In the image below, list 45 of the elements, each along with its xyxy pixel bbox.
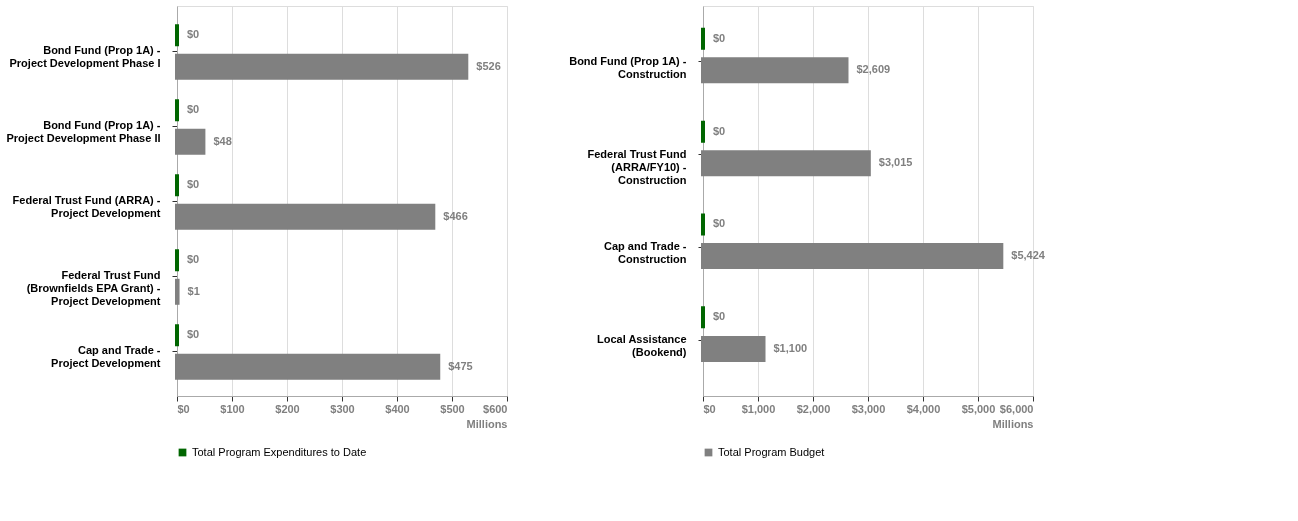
x-tick-label: $5,000 [961,402,996,415]
x-tick-label: $600 [483,402,508,415]
x-tick-label: $2,000 [796,402,831,415]
x-axis-title: Millions [992,417,1034,430]
data-label: $1,100 [773,341,808,354]
data-label: $5,424 [1011,249,1046,262]
y-tick-label: Federal Trust Fund (ARRA/FY10) - Construction [587,147,687,186]
data-label: $1 [187,284,200,297]
x-tick-label: $3,000 [851,402,886,415]
data-label: $475 [448,359,473,372]
data-label: $466 [443,209,468,222]
legend-label: Total Program Budget [718,445,825,458]
x-tick-label: $0 [703,402,716,415]
x-tick-label: $100 [220,402,245,415]
data-label: $0 [713,310,726,323]
data-label: $0 [187,328,200,341]
data-label: $2,609 [856,63,891,76]
data-label: $0 [187,178,200,191]
data-label: $48 [213,134,232,147]
x-axis-title: Millions [466,417,508,430]
data-label: $3,015 [878,156,913,169]
x-tick-label: $0 [177,402,190,415]
x-tick-label: $4,000 [906,402,941,415]
x-tick-label: $200 [275,402,300,415]
y-tick-label: Federal Trust Fund (ARRA) - Project Development [12,194,161,219]
y-tick-label: Bond Fund (Prop 1A) - Construction [569,54,687,80]
y-tick-label: Bond Fund (Prop 1A) - Project Development Phase I [9,44,161,69]
x-tick-label: $400 [385,402,410,415]
y-tick-label: Bond Fund (Prop 1A) - Project Development Phase II [6,119,161,144]
x-tick-label: $6,000 [999,402,1034,415]
legend-label: Total Program Expenditures to Date [192,445,367,458]
x-tick-label: $1,000 [741,402,776,415]
y-tick-label: Local Assistance (Bookend) [597,333,687,359]
y-tick-label: Federal Trust Fund (Brownfields EPA Grant) - Project Development [26,269,161,307]
data-label: $0 [713,124,726,137]
data-label: $0 [187,253,200,266]
data-label: $526 [476,59,501,72]
x-tick-label: $300 [330,402,355,415]
data-label: $0 [187,28,200,41]
x-tick-label: $500 [440,402,465,415]
data-label: $0 [713,31,726,44]
y-tick-label: Cap and Trade - Construction [603,240,687,266]
data-label: $0 [713,217,726,230]
y-tick-label: Cap and Trade - Project Development [51,344,161,369]
data-label: $0 [187,103,200,116]
